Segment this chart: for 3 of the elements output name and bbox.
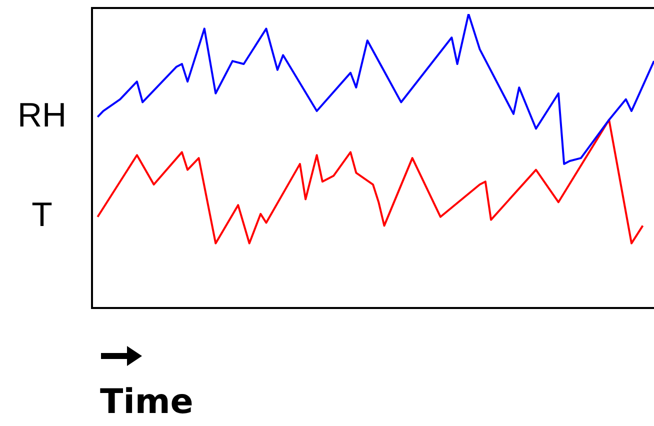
- series-label: RH: [17, 96, 67, 134]
- x-axis-title: Time: [100, 382, 194, 422]
- series-label: T: [32, 196, 52, 234]
